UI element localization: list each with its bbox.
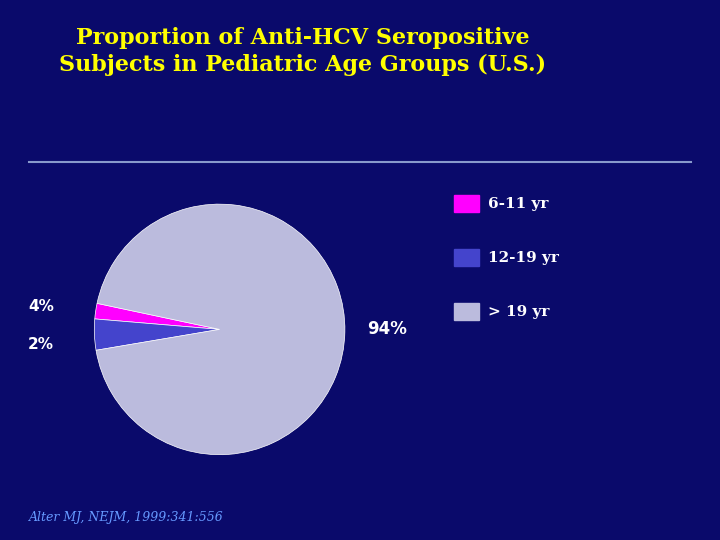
Wedge shape bbox=[94, 319, 220, 350]
Wedge shape bbox=[96, 204, 345, 455]
Text: 94%: 94% bbox=[367, 320, 408, 339]
Text: 4%: 4% bbox=[28, 299, 54, 314]
Text: Proportion of Anti-HCV Seropositive
Subjects in Pediatric Age Groups (U.S.): Proportion of Anti-HCV Seropositive Subj… bbox=[59, 27, 546, 76]
Text: > 19 yr: > 19 yr bbox=[488, 305, 549, 319]
Text: 12-19 yr: 12-19 yr bbox=[488, 251, 559, 265]
Text: 2%: 2% bbox=[28, 337, 54, 352]
Wedge shape bbox=[95, 303, 220, 329]
Text: 6-11 yr: 6-11 yr bbox=[488, 197, 549, 211]
Text: Alter MJ, NEJM, 1999:341:556: Alter MJ, NEJM, 1999:341:556 bbox=[29, 511, 223, 524]
